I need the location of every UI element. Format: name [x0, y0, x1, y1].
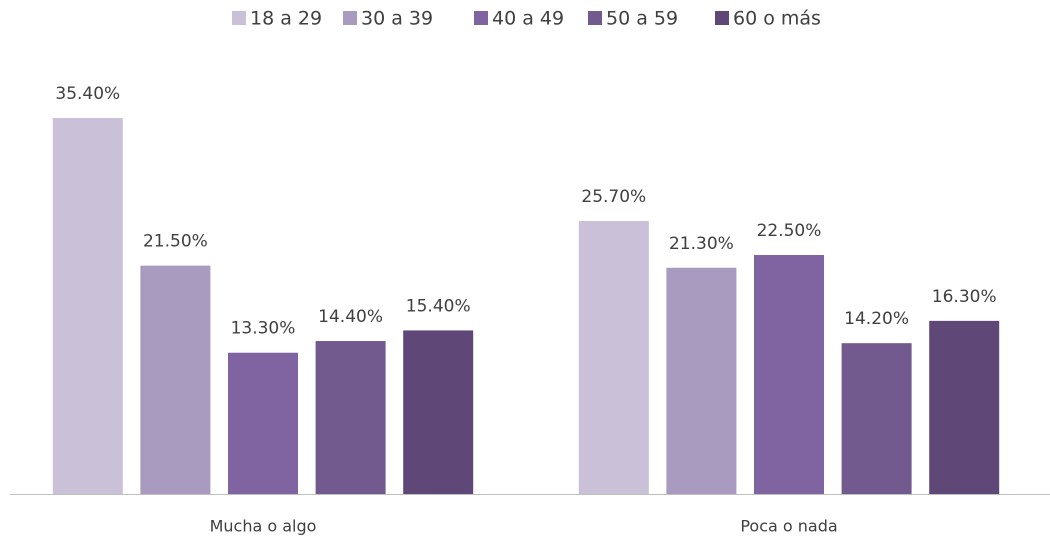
- legend-swatch: [232, 11, 246, 25]
- legend-label: 30 a 39: [361, 8, 433, 30]
- bar: [140, 265, 211, 494]
- legend-label: 40 a 49: [492, 8, 564, 30]
- x-tick-label: Mucha o algo: [210, 517, 317, 536]
- bar: [841, 343, 912, 494]
- data-label: 16.30%: [932, 287, 997, 307]
- data-label: 22.50%: [757, 221, 822, 241]
- bar: [228, 352, 298, 494]
- bar: [578, 221, 649, 494]
- legend-swatch: [715, 11, 729, 25]
- data-label: 21.30%: [669, 234, 734, 254]
- legend-label: 60 o más: [733, 8, 821, 30]
- data-label: 13.30%: [231, 319, 296, 339]
- bar: [52, 118, 123, 494]
- bar: [403, 330, 474, 494]
- data-label: 35.40%: [55, 84, 120, 104]
- x-tick-label: Poca o nada: [740, 517, 837, 536]
- legend-swatch: [343, 11, 357, 25]
- legend-swatch: [588, 11, 602, 25]
- legend-label: 18 a 29: [250, 8, 322, 30]
- data-label: 21.50%: [143, 232, 208, 252]
- bar: [929, 320, 1000, 494]
- data-label: 25.70%: [581, 187, 646, 207]
- legend-swatch: [474, 11, 488, 25]
- data-label: 14.40%: [318, 307, 383, 327]
- data-label: 15.40%: [406, 296, 471, 316]
- bar: [315, 341, 386, 494]
- bar: [754, 255, 824, 494]
- legend-label: 50 a 59: [606, 8, 678, 30]
- data-label: 14.20%: [844, 309, 909, 329]
- bar: [666, 267, 737, 494]
